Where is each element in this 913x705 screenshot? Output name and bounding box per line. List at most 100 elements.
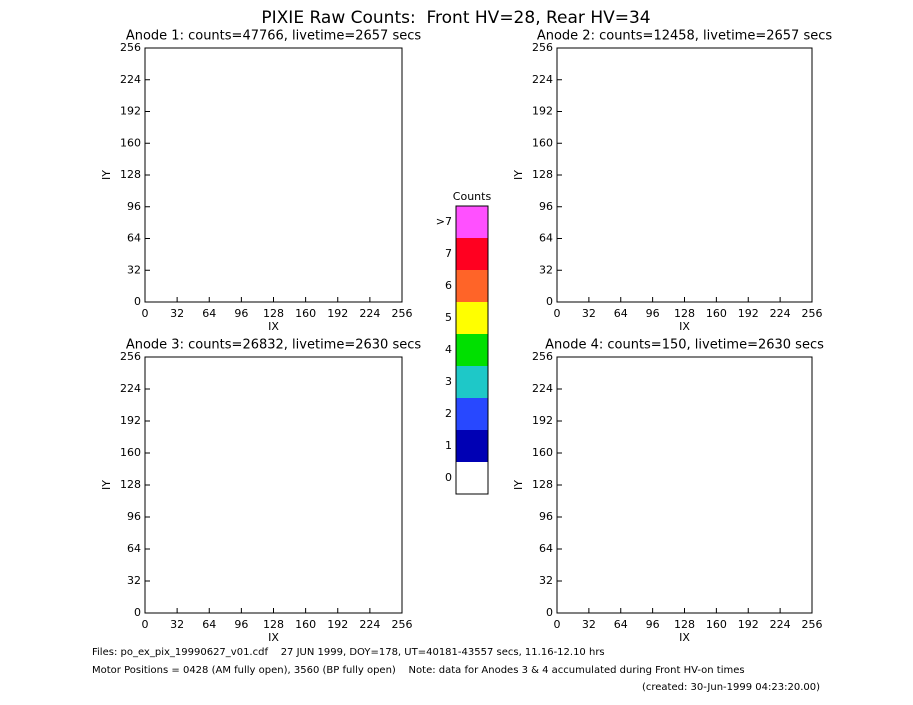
x-tick-label: 224 [770,618,791,631]
panel-title: Anode 2: counts=12458, livetime=2657 sec… [537,29,833,44]
y-tick-label: 32 [539,263,553,276]
x-tick-label: 256 [802,618,823,631]
colorbar-label: 5 [445,311,452,324]
colorbar-title: Counts [453,190,492,203]
x-tick-label: 160 [295,307,316,320]
y-tick-label: 224 [120,382,141,395]
colorbar-label: 2 [445,407,452,420]
colorbar-label: 4 [445,343,452,356]
y-tick-label: 0 [546,295,553,308]
x-tick-label: 96 [234,307,248,320]
x-tick-label: 32 [582,307,596,320]
y-axis-label: IY [512,480,525,490]
y-tick-label: 256 [120,41,141,54]
x-tick-label: 160 [706,618,727,631]
x-tick-label: 64 [202,618,216,631]
y-tick-label: 64 [127,232,141,245]
x-tick-label: 256 [802,307,823,320]
colorbar-label: 3 [445,375,452,388]
colorbar-label: >7 [436,215,452,228]
x-tick-label: 32 [170,307,184,320]
x-tick-label: 224 [359,307,380,320]
y-tick-label: 160 [120,446,141,459]
y-tick-label: 192 [120,414,141,427]
x-tick-label: 128 [263,307,284,320]
x-tick-label: 192 [327,307,348,320]
x-tick-label: 0 [142,307,149,320]
y-tick-label: 192 [120,105,141,118]
colorbar-swatch [456,462,488,494]
y-tick-label: 256 [120,350,141,363]
y-tick-label: 96 [539,200,553,213]
y-tick-label: 128 [532,478,553,491]
y-tick-label: 64 [539,232,553,245]
x-tick-label: 64 [614,618,628,631]
x-tick-label: 64 [614,307,628,320]
y-axis-label: IY [100,170,113,180]
y-tick-label: 64 [127,542,141,555]
x-tick-label: 160 [706,307,727,320]
x-tick-label: 192 [327,618,348,631]
figure-title: PIXIE Raw Counts: Front HV=28, Rear HV=3… [261,8,650,28]
x-axis-label: IX [679,320,690,333]
y-axis-label: IY [100,480,113,490]
x-tick-label: 224 [359,618,380,631]
panel-title: Anode 3: counts=26832, livetime=2630 sec… [126,338,422,353]
y-tick-label: 32 [127,574,141,587]
x-tick-label: 0 [554,618,561,631]
colorbar-swatch [456,206,488,238]
x-tick-label: 128 [674,307,695,320]
y-tick-label: 160 [120,136,141,149]
colorbar-swatch [456,366,488,398]
x-tick-label: 128 [263,618,284,631]
y-tick-label: 0 [134,295,141,308]
y-tick-label: 256 [532,350,553,363]
y-tick-label: 224 [532,73,553,86]
colorbar-frame [455,205,489,495]
colorbar-swatch [456,398,488,430]
x-axis-label: IX [679,631,690,644]
colorbar-swatch [456,238,488,270]
y-tick-label: 64 [539,542,553,555]
y-tick-label: 192 [532,105,553,118]
colorbar-label: 1 [445,439,452,452]
y-tick-label: 128 [120,168,141,181]
panel-title: Anode 1: counts=47766, livetime=2657 sec… [126,29,422,44]
x-tick-label: 0 [142,618,149,631]
plot-frame [144,356,403,614]
plot-frame [556,356,813,614]
plot-frame [144,47,403,303]
colorbar-swatch [456,334,488,366]
x-axis-label: IX [268,631,279,644]
panel-title: Anode 4: counts=150, livetime=2630 secs [545,338,824,353]
x-tick-label: 96 [646,307,660,320]
y-tick-label: 224 [532,382,553,395]
y-tick-label: 192 [532,414,553,427]
colorbar-swatch [456,270,488,302]
y-tick-label: 128 [532,168,553,181]
x-tick-label: 128 [674,618,695,631]
y-tick-label: 96 [127,510,141,523]
colorbar-label: 6 [445,279,452,292]
y-tick-label: 160 [532,136,553,149]
x-axis-label: IX [268,320,279,333]
x-tick-label: 32 [170,618,184,631]
y-tick-label: 0 [546,606,553,619]
y-tick-label: 160 [532,446,553,459]
y-tick-label: 128 [120,478,141,491]
x-tick-label: 160 [295,618,316,631]
x-tick-label: 256 [392,307,413,320]
y-tick-label: 32 [127,263,141,276]
plot-frame [556,47,813,303]
x-tick-label: 96 [646,618,660,631]
y-tick-label: 224 [120,73,141,86]
x-tick-label: 96 [234,618,248,631]
y-tick-label: 0 [134,606,141,619]
x-tick-label: 256 [392,618,413,631]
x-tick-label: 0 [554,307,561,320]
colorbar-swatch [456,430,488,462]
colorbar-swatch [456,302,488,334]
x-tick-label: 32 [582,618,596,631]
